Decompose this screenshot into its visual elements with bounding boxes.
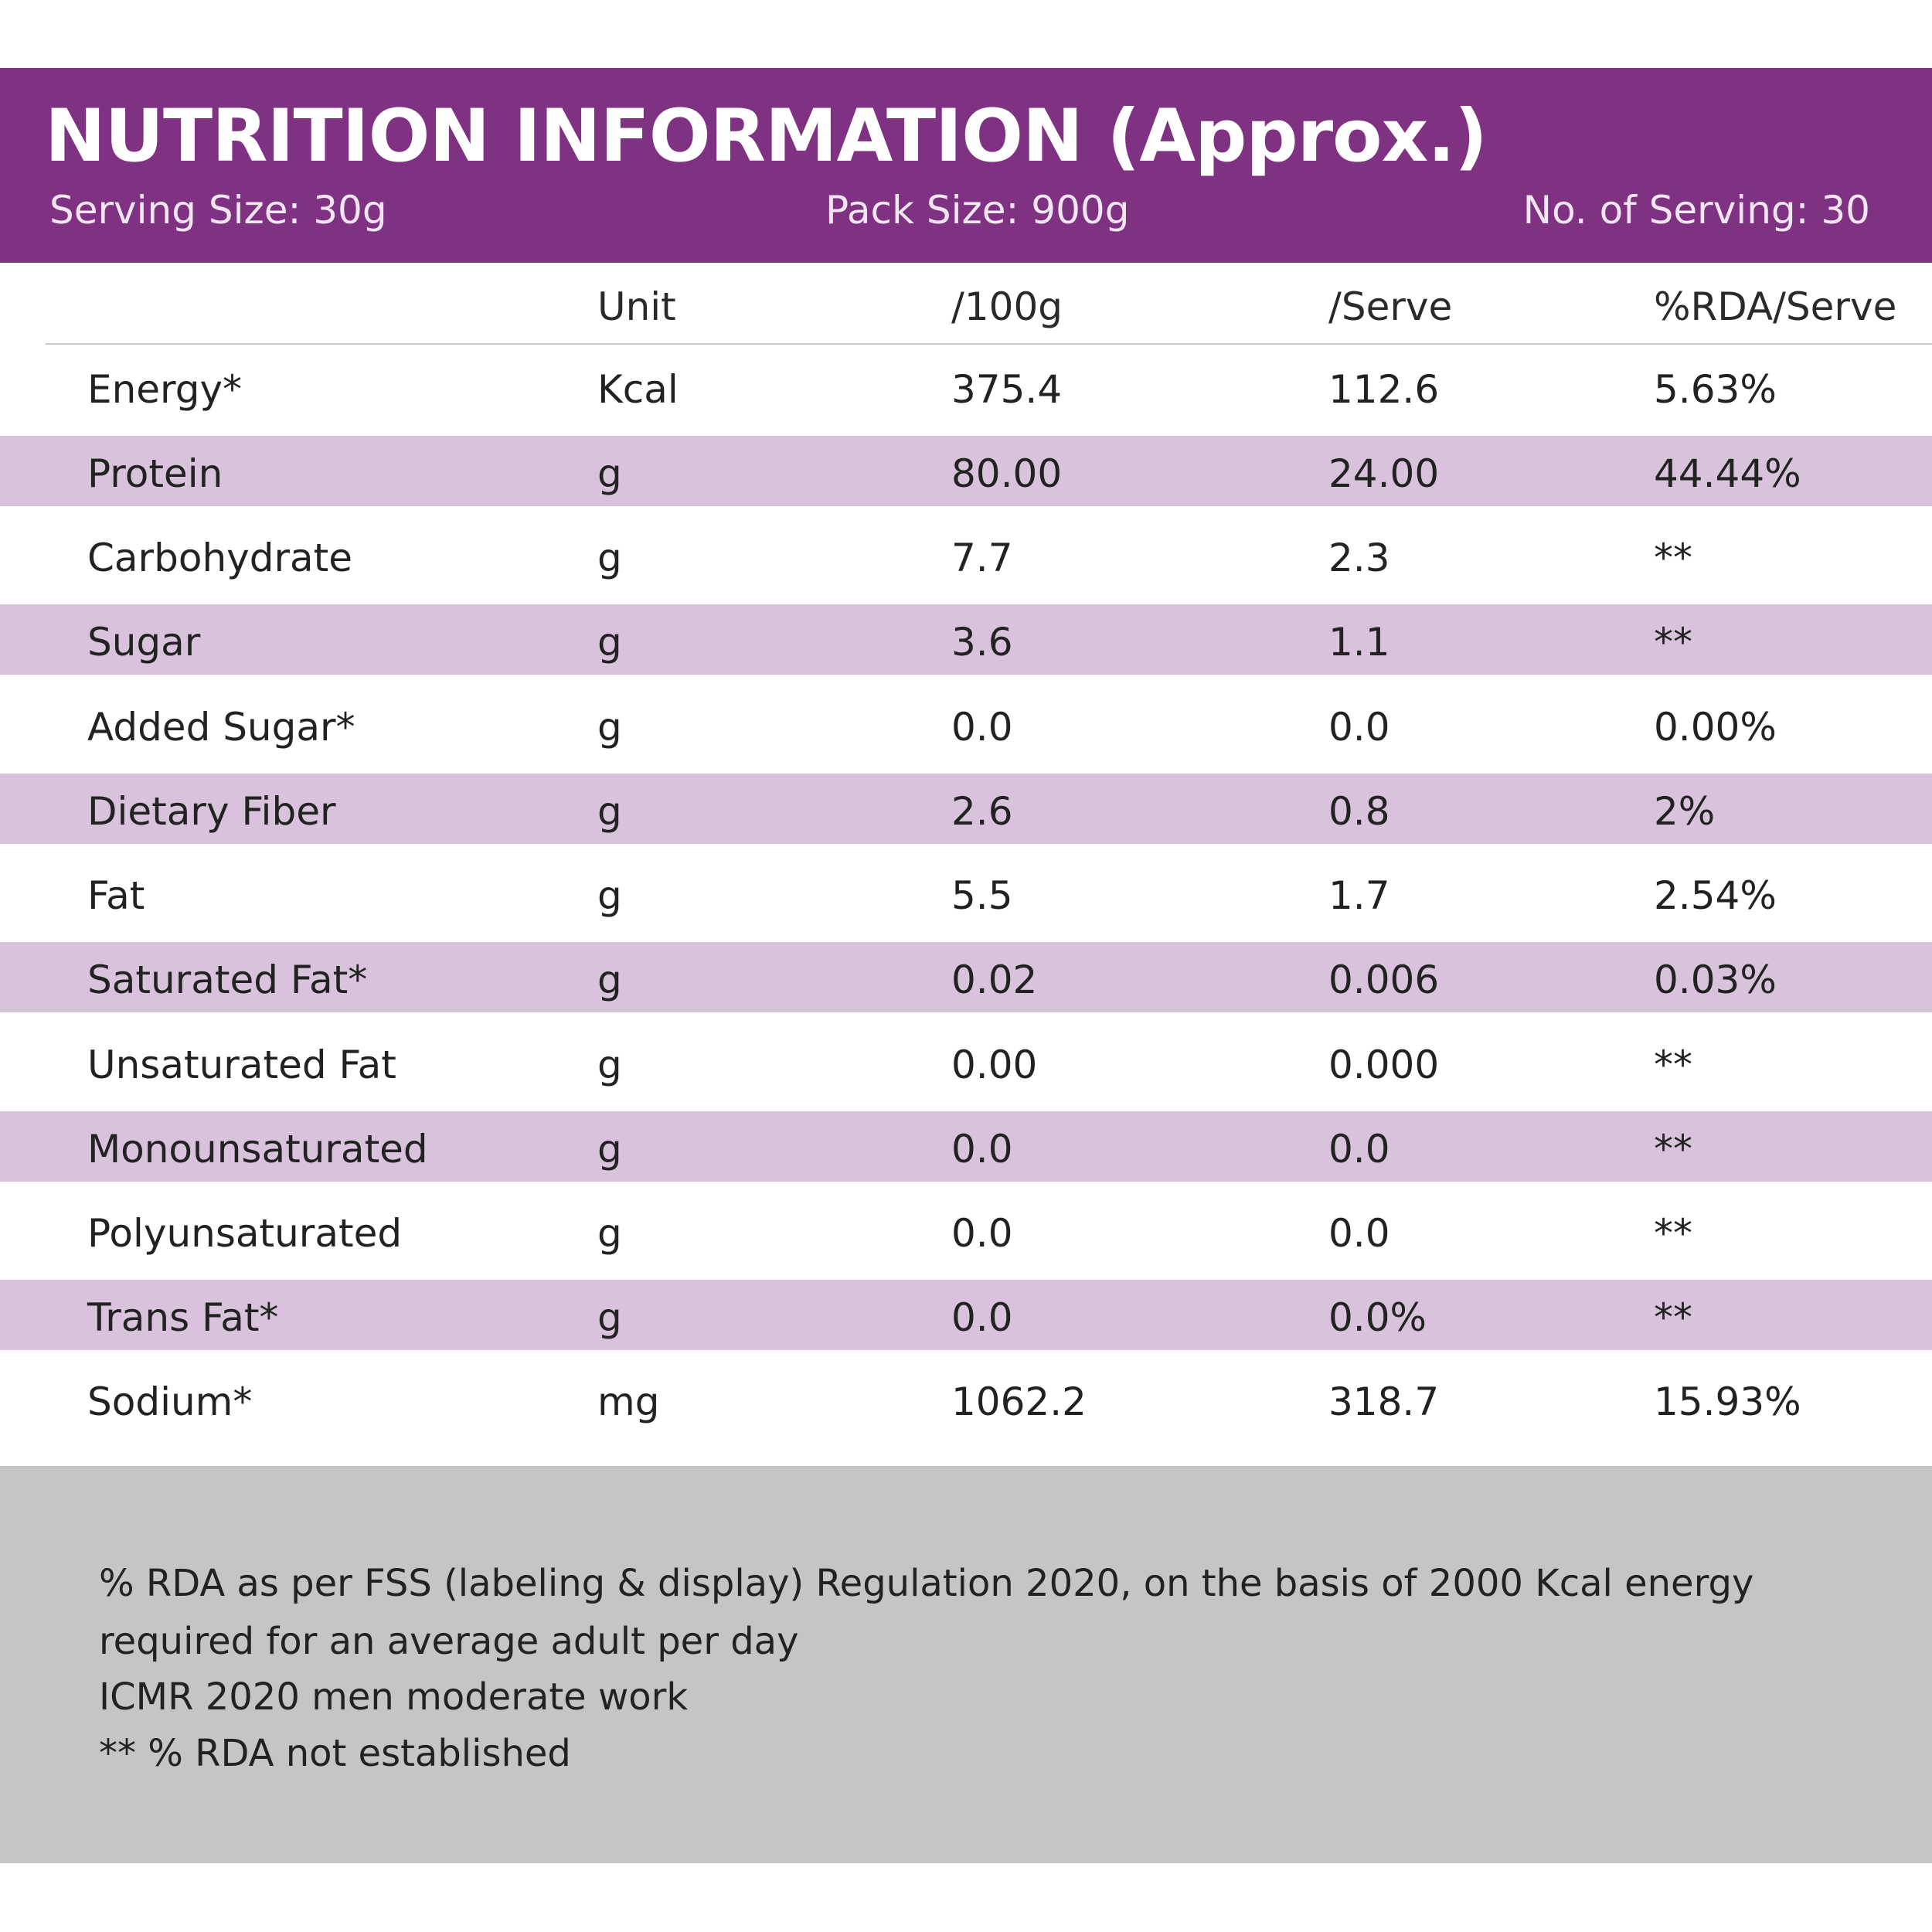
- cell: 2.54%: [1654, 873, 1777, 919]
- cell: 3.6: [951, 620, 1013, 665]
- cell: 0.006: [1328, 957, 1440, 1003]
- cell: Carbohydrate: [87, 536, 353, 581]
- cell: 7.7: [951, 536, 1013, 581]
- cell: 375.4: [951, 366, 1063, 412]
- cell: 0.0: [1328, 1210, 1390, 1256]
- cell: 2.3: [1328, 536, 1390, 581]
- cell: 0.03%: [1654, 957, 1777, 1003]
- cell: **: [1654, 1210, 1692, 1256]
- cell: 318.7: [1328, 1379, 1440, 1425]
- cell: 0.00: [951, 1042, 1038, 1087]
- footnote: required for an average adult per day: [99, 1620, 799, 1663]
- cell: **: [1654, 536, 1692, 581]
- cell: 1.1: [1328, 620, 1390, 665]
- cell: Kcal: [597, 366, 679, 412]
- cell: 1062.2: [951, 1379, 1087, 1425]
- cell: 2%: [1654, 788, 1716, 834]
- footnote-box: [0, 1466, 1932, 1863]
- cell: g: [597, 1126, 622, 1172]
- row-band: [0, 436, 1932, 507]
- row-band: [0, 942, 1932, 1013]
- cell: mg: [597, 1379, 660, 1425]
- cell: Unsaturated Fat: [87, 1042, 396, 1087]
- cell: 5.5: [951, 873, 1013, 919]
- servings: No. of Serving: 30: [1522, 188, 1870, 233]
- cell: 1.7: [1328, 873, 1390, 919]
- cell: Monounsaturated: [87, 1126, 428, 1172]
- cell: Energy*: [87, 366, 243, 412]
- row-band: [0, 604, 1932, 675]
- cell: 0.0: [1328, 704, 1390, 750]
- cell: 0.000: [1328, 1042, 1440, 1087]
- cell: g: [597, 957, 622, 1003]
- cell: **: [1654, 620, 1692, 665]
- cell: g: [597, 704, 622, 750]
- cell: g: [597, 1210, 622, 1256]
- cell: 0.8: [1328, 788, 1390, 834]
- cell: Protein: [87, 451, 223, 497]
- cell: g: [597, 873, 622, 919]
- pack-size: Pack Size: 900g: [825, 188, 1130, 233]
- cell: 24.00: [1328, 451, 1440, 497]
- footnote: % RDA as per FSS (labeling & display) Re…: [99, 1562, 1754, 1605]
- cell: **: [1654, 1042, 1692, 1087]
- cell: 0.0: [951, 1126, 1013, 1172]
- cell: g: [597, 536, 622, 581]
- row-band: [0, 1111, 1932, 1182]
- cell: g: [597, 451, 622, 497]
- cell: 2.6: [951, 788, 1013, 834]
- cell: Saturated Fat*: [87, 957, 368, 1003]
- cell: Fat: [87, 873, 145, 919]
- row-band: [0, 773, 1932, 844]
- footnote: ICMR 2020 men moderate work: [99, 1675, 689, 1719]
- column-header: /100g: [951, 284, 1063, 329]
- cell: 80.00: [951, 451, 1063, 497]
- cell: 15.93%: [1654, 1379, 1801, 1425]
- column-header: Unit: [597, 284, 676, 329]
- column-header: /Serve: [1328, 284, 1453, 329]
- cell: 0.0: [951, 704, 1013, 750]
- cell: 5.63%: [1654, 366, 1777, 412]
- column-header: %RDA/Serve: [1654, 284, 1897, 329]
- cell: 0.00%: [1654, 704, 1777, 750]
- cell: Trans Fat*: [87, 1295, 279, 1341]
- header-rule: [46, 343, 1932, 345]
- header-band: [0, 68, 1932, 263]
- cell: 0.0: [951, 1295, 1013, 1341]
- cell: Dietary Fiber: [87, 788, 336, 834]
- cell: g: [597, 620, 622, 665]
- cell: **: [1654, 1126, 1692, 1172]
- title: NUTRITION INFORMATION (Approx.): [45, 94, 1488, 179]
- serving-size: Serving Size: 30g: [49, 188, 387, 233]
- cell: **: [1654, 1295, 1692, 1341]
- cell: Sugar: [87, 620, 201, 665]
- cell: 0.02: [951, 957, 1038, 1003]
- cell: g: [597, 788, 622, 834]
- cell: g: [597, 1042, 622, 1087]
- cell: 44.44%: [1654, 451, 1801, 497]
- cell: Added Sugar*: [87, 704, 355, 750]
- row-band: [0, 1280, 1932, 1351]
- cell: 0.0%: [1328, 1295, 1427, 1341]
- cell: 0.0: [1328, 1126, 1390, 1172]
- cell: Sodium*: [87, 1379, 253, 1425]
- footnote: ** % RDA not established: [99, 1732, 571, 1775]
- cell: 112.6: [1328, 366, 1440, 412]
- cell: 0.0: [951, 1210, 1013, 1256]
- cell: Polyunsaturated: [87, 1210, 403, 1256]
- cell: g: [597, 1295, 622, 1341]
